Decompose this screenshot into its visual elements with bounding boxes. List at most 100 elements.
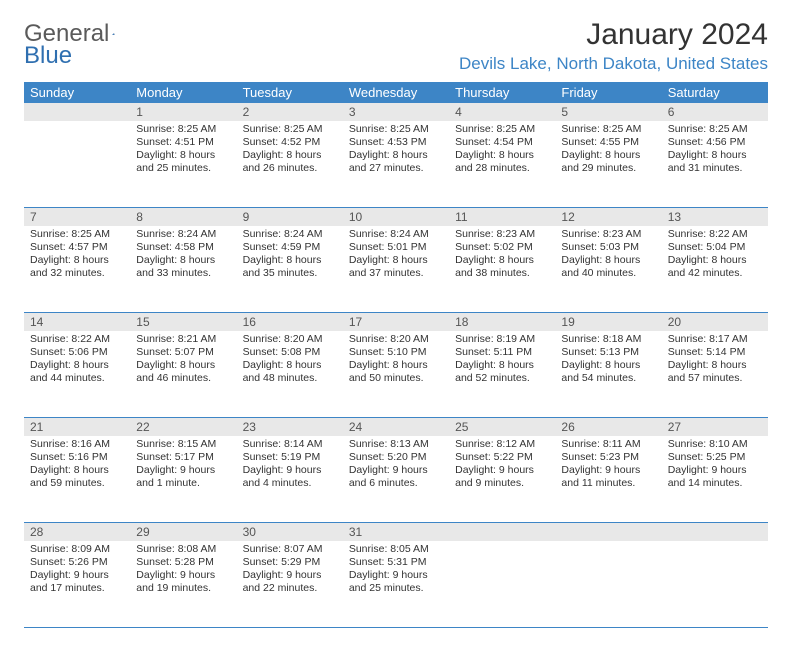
daylight1-text: Daylight: 9 hours bbox=[243, 464, 337, 477]
day-header: Wednesday bbox=[343, 82, 449, 103]
daylight1-text: Daylight: 8 hours bbox=[30, 254, 124, 267]
daylight2-text: and 4 minutes. bbox=[243, 477, 337, 490]
location-text: Devils Lake, North Dakota, United States bbox=[459, 54, 768, 74]
day-cell: Sunrise: 8:15 AMSunset: 5:17 PMDaylight:… bbox=[130, 436, 236, 522]
sunset-text: Sunset: 5:07 PM bbox=[136, 346, 230, 359]
daylight1-text: Daylight: 9 hours bbox=[455, 464, 549, 477]
day-cell: Sunrise: 8:24 AMSunset: 5:01 PMDaylight:… bbox=[343, 226, 449, 312]
sunset-text: Sunset: 5:26 PM bbox=[30, 556, 124, 569]
day-number bbox=[449, 523, 555, 541]
daylight2-text: and 50 minutes. bbox=[349, 372, 443, 385]
sunrise-text: Sunrise: 8:24 AM bbox=[349, 228, 443, 241]
daylight1-text: Daylight: 9 hours bbox=[349, 569, 443, 582]
day-number: 5 bbox=[555, 103, 661, 121]
daylight1-text: Daylight: 8 hours bbox=[455, 254, 549, 267]
day-number: 26 bbox=[555, 418, 661, 436]
day-cell: Sunrise: 8:25 AMSunset: 4:57 PMDaylight:… bbox=[24, 226, 130, 312]
sunset-text: Sunset: 5:04 PM bbox=[668, 241, 762, 254]
daylight1-text: Daylight: 8 hours bbox=[561, 359, 655, 372]
daylight2-text: and 25 minutes. bbox=[349, 582, 443, 595]
sunrise-text: Sunrise: 8:24 AM bbox=[136, 228, 230, 241]
day-number: 16 bbox=[237, 313, 343, 331]
sunrise-text: Sunrise: 8:22 AM bbox=[30, 333, 124, 346]
day-number: 3 bbox=[343, 103, 449, 121]
sunset-text: Sunset: 4:55 PM bbox=[561, 136, 655, 149]
daylight1-text: Daylight: 8 hours bbox=[136, 149, 230, 162]
day-header: Saturday bbox=[662, 82, 768, 103]
sunrise-text: Sunrise: 8:23 AM bbox=[455, 228, 549, 241]
day-number bbox=[662, 523, 768, 541]
day-header: Monday bbox=[130, 82, 236, 103]
day-number: 14 bbox=[24, 313, 130, 331]
day-number: 9 bbox=[237, 208, 343, 226]
sunset-text: Sunset: 5:16 PM bbox=[30, 451, 124, 464]
daylight1-text: Daylight: 9 hours bbox=[136, 464, 230, 477]
sunset-text: Sunset: 5:23 PM bbox=[561, 451, 655, 464]
day-cell bbox=[24, 121, 130, 207]
sunset-text: Sunset: 5:13 PM bbox=[561, 346, 655, 359]
daylight1-text: Daylight: 9 hours bbox=[30, 569, 124, 582]
daylight2-text: and 6 minutes. bbox=[349, 477, 443, 490]
sunset-text: Sunset: 5:14 PM bbox=[668, 346, 762, 359]
daylight2-text: and 27 minutes. bbox=[349, 162, 443, 175]
daylight1-text: Daylight: 8 hours bbox=[243, 359, 337, 372]
daylight2-text: and 33 minutes. bbox=[136, 267, 230, 280]
day-number: 1 bbox=[130, 103, 236, 121]
day-cell: Sunrise: 8:05 AMSunset: 5:31 PMDaylight:… bbox=[343, 541, 449, 627]
day-cell: Sunrise: 8:18 AMSunset: 5:13 PMDaylight:… bbox=[555, 331, 661, 417]
daylight2-text: and 29 minutes. bbox=[561, 162, 655, 175]
day-cell bbox=[555, 541, 661, 627]
daylight2-text: and 54 minutes. bbox=[561, 372, 655, 385]
daylight1-text: Daylight: 8 hours bbox=[349, 359, 443, 372]
sunrise-text: Sunrise: 8:25 AM bbox=[243, 123, 337, 136]
sunrise-text: Sunrise: 8:22 AM bbox=[668, 228, 762, 241]
sunrise-text: Sunrise: 8:09 AM bbox=[30, 543, 124, 556]
day-cell: Sunrise: 8:25 AMSunset: 4:54 PMDaylight:… bbox=[449, 121, 555, 207]
daylight2-text: and 52 minutes. bbox=[455, 372, 549, 385]
day-cell: Sunrise: 8:09 AMSunset: 5:26 PMDaylight:… bbox=[24, 541, 130, 627]
day-number bbox=[555, 523, 661, 541]
sunset-text: Sunset: 4:59 PM bbox=[243, 241, 337, 254]
sunrise-text: Sunrise: 8:18 AM bbox=[561, 333, 655, 346]
day-number-row: 123456 bbox=[24, 103, 768, 121]
sunrise-text: Sunrise: 8:25 AM bbox=[455, 123, 549, 136]
sunrise-text: Sunrise: 8:23 AM bbox=[561, 228, 655, 241]
day-cell: Sunrise: 8:25 AMSunset: 4:56 PMDaylight:… bbox=[662, 121, 768, 207]
sunrise-text: Sunrise: 8:19 AM bbox=[455, 333, 549, 346]
day-cell: Sunrise: 8:17 AMSunset: 5:14 PMDaylight:… bbox=[662, 331, 768, 417]
week-row: Sunrise: 8:25 AMSunset: 4:57 PMDaylight:… bbox=[24, 226, 768, 313]
week-row: Sunrise: 8:22 AMSunset: 5:06 PM Daylight:… bbox=[24, 331, 768, 418]
day-cell: Sunrise: 8:07 AMSunset: 5:29 PMDaylight:… bbox=[237, 541, 343, 627]
daylight1-text: Daylight: 9 hours bbox=[349, 464, 443, 477]
sunset-text: Sunset: 5:08 PM bbox=[243, 346, 337, 359]
daylight2-text: and 32 minutes. bbox=[30, 267, 124, 280]
day-number-row: 78910111213 bbox=[24, 208, 768, 226]
day-header: Tuesday bbox=[237, 82, 343, 103]
daylight1-text: Daylight: 9 hours bbox=[136, 569, 230, 582]
day-number: 13 bbox=[662, 208, 768, 226]
sunset-text: Sunset: 5:17 PM bbox=[136, 451, 230, 464]
sunset-text: Sunset: 4:58 PM bbox=[136, 241, 230, 254]
week-row: Sunrise: 8:25 AMSunset: 4:51 PMDaylight:… bbox=[24, 121, 768, 208]
daylight2-text: and 17 minutes. bbox=[30, 582, 124, 595]
daylight1-text: Daylight: 8 hours bbox=[455, 359, 549, 372]
sunset-text: Sunset: 5:01 PM bbox=[349, 241, 443, 254]
calendar: Sunday Monday Tuesday Wednesday Thursday… bbox=[24, 82, 768, 628]
sunset-text: Sunset: 5:22 PM bbox=[455, 451, 549, 464]
day-cell: Sunrise: 8:08 AMSunset: 5:28 PMDaylight:… bbox=[130, 541, 236, 627]
page-title: January 2024 bbox=[459, 18, 768, 52]
day-number-row: 21222324252627 bbox=[24, 418, 768, 436]
day-number: 28 bbox=[24, 523, 130, 541]
daylight1-text: Daylight: 8 hours bbox=[349, 254, 443, 267]
sunrise-text: Sunrise: 8:13 AM bbox=[349, 438, 443, 451]
sunset-text: Sunset: 5:06 PM bbox=[30, 346, 124, 359]
sunrise-text: Sunrise: 8:20 AM bbox=[349, 333, 443, 346]
day-number: 6 bbox=[662, 103, 768, 121]
day-cell bbox=[449, 541, 555, 627]
sunset-text: Sunset: 5:25 PM bbox=[668, 451, 762, 464]
daylight2-text: and 57 minutes. bbox=[668, 372, 762, 385]
day-cell: Sunrise: 8:13 AMSunset: 5:20 PMDaylight:… bbox=[343, 436, 449, 522]
weeks-container: 123456Sunrise: 8:25 AMSunset: 4:51 PMDay… bbox=[24, 103, 768, 628]
daylight2-text: and 37 minutes. bbox=[349, 267, 443, 280]
day-number: 4 bbox=[449, 103, 555, 121]
